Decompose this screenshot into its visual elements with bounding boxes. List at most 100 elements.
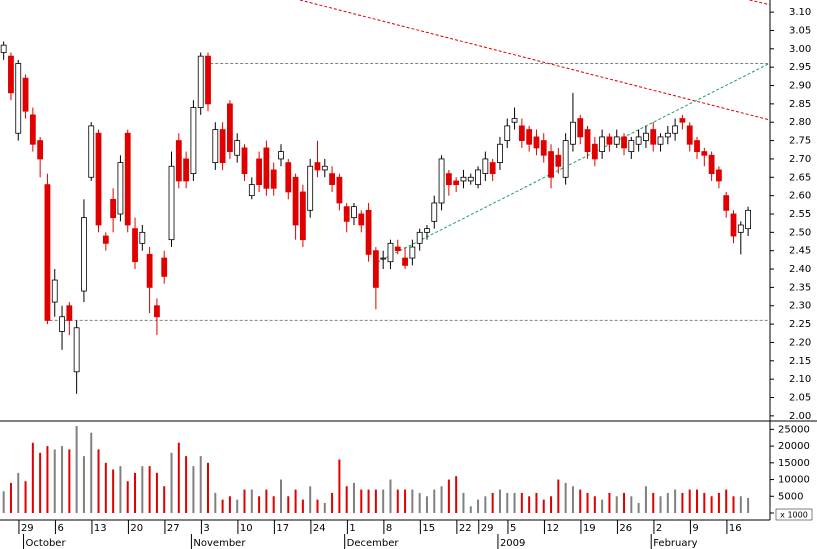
candle-body [139,231,146,244]
y-tick-label: 2.35 [789,282,811,293]
volume-bar [608,492,611,513]
candle-body [329,173,335,186]
candle-body [51,279,58,303]
volume-bar [31,442,34,513]
candle-body [110,198,117,219]
candle-body [606,136,613,145]
volume-bar [732,496,735,513]
candle-body [95,132,102,226]
y-tick-label: 2.95 [789,62,811,73]
candle-body [263,147,270,189]
month-label: October [26,538,67,549]
x-tick-label: 20 [130,523,143,534]
volume-bar [747,497,750,513]
y-tick-label: 3.00 [789,44,811,55]
candle-body [445,173,452,186]
candle-body [248,184,255,197]
candle-body [635,136,642,145]
candle-body [59,316,65,332]
x-tick-label: 9 [692,523,698,534]
volume-bar [469,506,472,513]
volume-bar [39,452,42,513]
candle-body [613,136,620,145]
candle-body [292,176,299,226]
candle-body [708,154,715,175]
candle-body [321,165,328,171]
volume-bar [571,486,574,513]
volume-bar [717,492,720,513]
volume-bar [236,499,239,513]
candle-body [723,195,730,211]
candle-body [81,217,87,292]
volume-bar [659,496,662,513]
volume-bar [104,462,107,513]
candle-body [621,136,627,149]
candle-body [518,125,525,141]
candle-body [205,55,211,105]
candle-body [117,162,124,215]
x-tick-label: 8 [386,523,392,534]
candle-body [15,63,22,134]
volume-bar [710,496,713,513]
candle-body [424,228,430,233]
candle-body [146,253,153,288]
y-tick-label: 2.90 [789,81,811,92]
candle-body [737,224,744,233]
volume-bar [644,486,647,513]
candle-body [570,121,576,145]
x-tick-label: 19 [583,523,596,534]
y-tick-label: 2.45 [789,246,811,257]
candle-body [256,158,262,186]
volume-bar [739,496,742,513]
y-tick-label: 2.75 [789,136,811,147]
volume-bar [258,496,261,513]
y-tick-label: 2.05 [789,393,811,404]
volume-bar [331,492,334,513]
candle-body [154,305,160,318]
candle-body [88,125,95,178]
candle-body [183,158,190,182]
candle-body [672,125,679,134]
candle-body [679,118,686,123]
volume-bar [53,449,56,513]
volume-bar [433,489,436,513]
volume-bar [462,492,465,513]
candle-body [102,235,109,244]
candle-body [416,231,423,244]
candle-body [132,228,138,263]
volume-bar [506,492,509,513]
volume-bar [185,456,188,513]
volume-bar [404,489,407,513]
candle-body [190,107,197,175]
x-tick-label: 13 [94,523,107,534]
candle-body [8,55,14,94]
volume-bar [17,472,20,513]
volume-bar [163,486,166,513]
volume-bar [141,466,144,513]
candle-body [599,136,606,152]
x-tick-label: 6 [57,523,63,534]
candle-body [467,176,474,182]
y-tick-label: 2.70 [789,154,811,165]
x-tick-label: 10 [240,523,253,534]
trend-line [377,62,771,263]
volume-bar [440,486,443,513]
volume-bar [309,486,312,513]
trend-line [299,0,771,121]
candle-body [219,129,226,164]
candle-body [694,140,700,152]
candle-body [161,257,168,277]
candle-body [701,151,708,156]
volume-bar [228,496,231,513]
candle-body [44,184,51,321]
volume-bar [542,499,545,513]
candle-body [716,169,722,182]
candle-body [409,246,416,259]
volume-bar [484,496,487,513]
volume-bar [75,426,78,513]
volume-bar [170,452,173,513]
candle-body [343,206,350,222]
y-tick-label: 20000 [778,441,810,452]
candle-body [657,136,664,145]
x-tick-label: 29 [481,523,494,534]
